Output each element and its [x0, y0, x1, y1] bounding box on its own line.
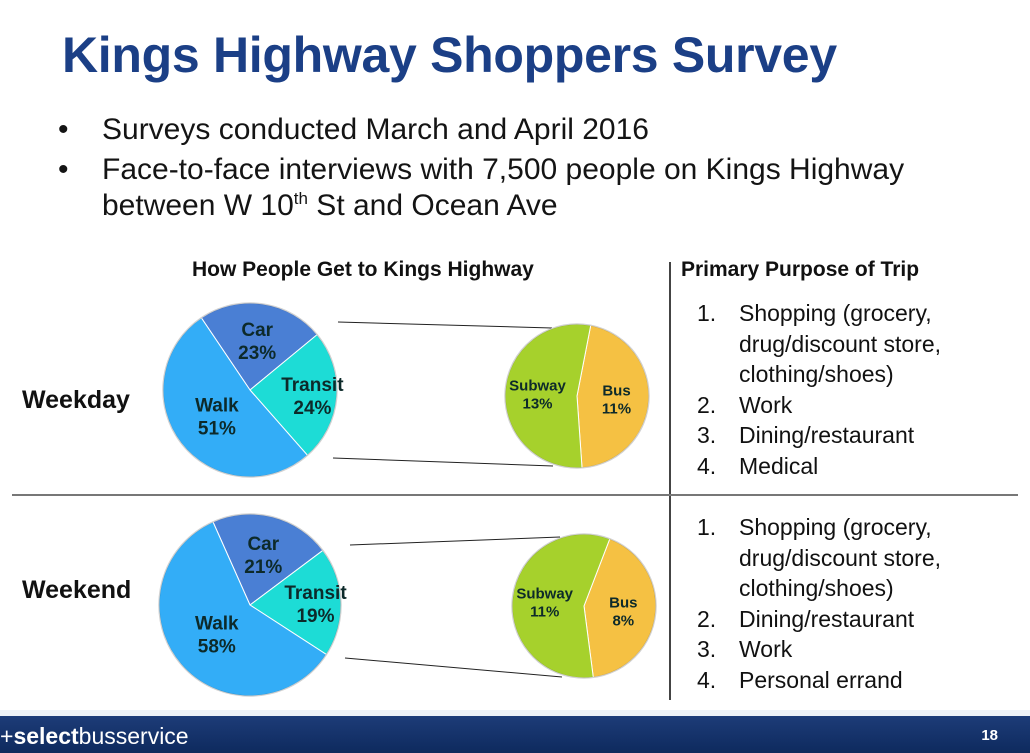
- purpose-item: 4. Personal errand: [697, 665, 1030, 696]
- purpose-number: 4.: [697, 666, 717, 693]
- pie-value-walk: 51%: [198, 419, 236, 440]
- pie-slice-walk: [158, 521, 328, 697]
- pie-label-transit: Transit: [284, 583, 347, 604]
- pie-slice-walk: [162, 317, 309, 478]
- purpose-number: 3.: [697, 422, 717, 448]
- connector-line: [344, 657, 563, 678]
- detail-outline: [504, 323, 650, 469]
- brand-prefix: +: [0, 723, 14, 749]
- pie-label-walk: Walk: [195, 396, 239, 417]
- weekday-purpose-list: 1. Shopping (grocery, drug/discount store…: [697, 298, 1030, 481]
- pie-value-car: 21%: [244, 557, 282, 578]
- pie-value-transit: 19%: [296, 606, 334, 627]
- detail-slice-bus: [576, 324, 650, 469]
- pie-slice-car: [200, 302, 318, 391]
- detail-value-bus: 8%: [612, 613, 634, 630]
- detail-outline: [511, 533, 657, 679]
- pie-slice-transit: [249, 333, 338, 457]
- purpose-item: 1. Shopping (grocery, drug/discount store…: [697, 298, 1030, 390]
- detail-label-bus: Bus: [609, 595, 637, 612]
- detail-value-bus: 11%: [602, 400, 631, 417]
- detail-value-subway: 11%: [530, 603, 559, 620]
- pie-label-car: Car: [247, 534, 279, 555]
- purpose-item: 3. Work: [697, 634, 1030, 665]
- bullet-text: Face-to-face interviews with 7,500 peopl…: [102, 153, 905, 222]
- pie-value-car: 23%: [238, 343, 276, 364]
- purpose-text: Shopping (grocery, drug/discount store, …: [739, 514, 942, 601]
- purpose-text: Work: [739, 636, 793, 662]
- weekend-label: Weekend: [22, 576, 132, 604]
- pie-slice-transit: [249, 549, 342, 656]
- pie-slice-car: [212, 513, 324, 606]
- pie-label-car: Car: [241, 320, 273, 341]
- brand-rest: busservice: [78, 723, 189, 749]
- weekend-purpose-list: 1. Shopping (grocery, drug/discount store…: [697, 512, 1030, 695]
- slide-title: Kings Highway Shoppers Survey: [62, 27, 837, 83]
- pie-value-transit: 24%: [293, 398, 331, 419]
- connector-line: [337, 321, 553, 329]
- purpose-item: 2. Dining/restaurant: [697, 604, 1030, 635]
- bullet-list: • Surveys conducted March and April 2016…: [58, 112, 958, 228]
- detail-label-bus: Bus: [602, 382, 630, 399]
- purpose-item: 3. Dining/restaurant: [697, 420, 1030, 451]
- connector-line: [349, 536, 561, 546]
- column-divider: [669, 262, 671, 700]
- purpose-number: 2.: [697, 391, 717, 418]
- purpose-item: 2. Work: [697, 390, 1030, 421]
- detail-slice-bus: [583, 538, 657, 678]
- page-number: 18: [981, 727, 998, 744]
- mode-header: How People Get to Kings Highway: [192, 258, 534, 281]
- purpose-text: Shopping (grocery, drug/discount store, …: [739, 300, 942, 387]
- pie-label-transit: Transit: [281, 375, 344, 396]
- purpose-item: 4. Medical: [697, 451, 1030, 482]
- pie-outline: [158, 513, 342, 697]
- pie-outline: [162, 302, 338, 478]
- detail-label-subway: Subway: [516, 585, 573, 602]
- connector-line: [332, 457, 554, 467]
- footer-bar: +selectbusservice 18: [0, 710, 1030, 753]
- pie-value-walk: 58%: [198, 636, 236, 657]
- weekday-label: Weekday: [22, 386, 130, 414]
- bullet-dot: •: [58, 113, 69, 146]
- row-divider: [12, 494, 1018, 496]
- purpose-item: 1. Shopping (grocery, drug/discount store…: [697, 512, 1030, 604]
- purpose-header: Primary Purpose of Trip: [681, 258, 920, 281]
- superscript: th: [293, 189, 308, 208]
- purpose-text: Dining/restaurant: [739, 422, 915, 448]
- purpose-number: 3.: [697, 636, 717, 662]
- brand-bold: select: [13, 723, 79, 749]
- purpose-number: 1.: [697, 300, 717, 326]
- purpose-text: Dining/restaurant: [739, 605, 915, 632]
- purpose-number: 1.: [697, 514, 717, 540]
- purpose-text: Personal errand: [739, 666, 903, 693]
- detail-slice-subway: [511, 533, 611, 679]
- brand-logo: +selectbusservice: [0, 723, 189, 750]
- bullet-item: • Surveys conducted March and April 2016: [58, 112, 958, 148]
- purpose-number: 2.: [697, 605, 717, 632]
- pie-label-walk: Walk: [195, 613, 239, 634]
- detail-value-subway: 13%: [522, 396, 552, 413]
- purpose-number: 4.: [697, 452, 717, 479]
- bullet-dot: •: [58, 153, 69, 186]
- bullet-item: • Face-to-face interviews with 7,500 peo…: [58, 152, 958, 224]
- bullet-text: Surveys conducted March and April 2016: [102, 113, 649, 146]
- purpose-text: Medical: [739, 452, 819, 479]
- bullet-text: St and Ocean Ave: [307, 189, 558, 222]
- purpose-text: Work: [739, 391, 793, 418]
- detail-label-subway: Subway: [509, 378, 566, 395]
- detail-slice-subway: [504, 323, 592, 469]
